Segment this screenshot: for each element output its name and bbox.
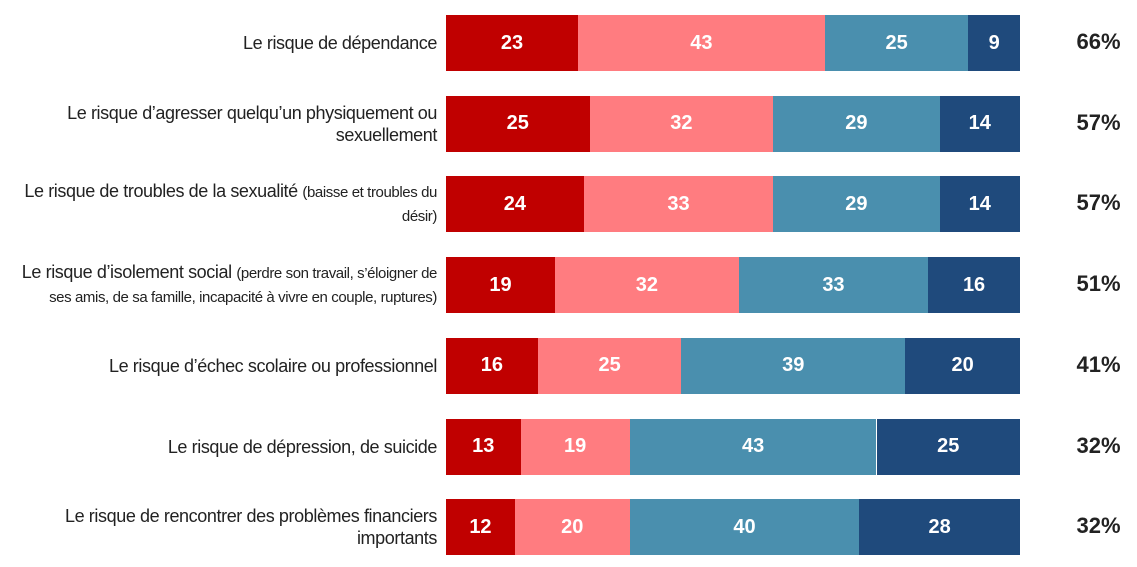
bar-segment: 20 (514, 499, 630, 556)
category-label: Le risque d’échec scolaire ou profession… (0, 326, 437, 406)
category-label: Le risque de troubles de la sexualité (b… (0, 164, 437, 244)
total-label: 66% (1076, 29, 1121, 54)
bar-segment: 9 (968, 15, 1020, 71)
category-main: Le risque de dépendance (243, 33, 437, 53)
bar-segment: 14 (939, 95, 1020, 152)
bar-segment: 25 (876, 418, 1020, 475)
bar-segment: 33 (738, 257, 929, 314)
total-label: 41% (1076, 351, 1121, 377)
category-text: Le risque de rencontrer des problèmes fi… (5, 505, 437, 549)
bar-segment: 29 (773, 95, 940, 152)
bar-segment: 14 (939, 176, 1020, 233)
category-main: Le risque de dépression, de suicide (167, 436, 438, 457)
category-text: Le risque de troubles de la sexualité (b… (5, 180, 437, 228)
category-note: (perdre son travail, s’éloigner de ses a… (49, 265, 437, 307)
category-label: Le risque de dépendance (0, 3, 437, 83)
bar-segment: 24 (446, 176, 584, 233)
category-text: Le risque de dépression, de suicide (167, 436, 438, 458)
bar-segment: 25 (824, 15, 969, 71)
total-label: 57% (1076, 109, 1121, 135)
category-text: Le risque d’agresser quelqu’un physiquem… (5, 102, 437, 146)
bar-segment: 39 (681, 337, 906, 394)
category-label: Le risque d’isolement social (perdre son… (0, 245, 438, 325)
bar-segment: 16 (446, 337, 538, 394)
bar-segment: 23 (446, 15, 579, 71)
category-text: Le risque d’échec scolaire ou profession… (109, 355, 437, 377)
bar-segment: 20 (905, 337, 1020, 394)
bar-segment: 29 (773, 176, 940, 233)
category-label: Le risque de dépression, de suicide (0, 407, 438, 487)
bar-segment: 19 (520, 418, 630, 475)
category-note: (baisse et troubles du désir) (302, 184, 437, 226)
total-label: 32% (1076, 432, 1121, 458)
bar-segment: 43 (578, 15, 825, 71)
category-main: Le risque de rencontrer des problèmes fi… (64, 506, 437, 549)
bar-segment: 13 (446, 418, 521, 475)
bar-segment: 28 (859, 499, 1020, 556)
total-label: 57% (1076, 190, 1121, 216)
bar-segment: 16 (928, 257, 1020, 314)
bar-segment: 19 (446, 257, 556, 314)
bar-segment: 12 (446, 499, 515, 556)
bar-segment: 32 (555, 257, 739, 314)
category-text: Le risque d’isolement social (perdre son… (5, 261, 438, 309)
category-main: Le risque d’isolement social (21, 262, 232, 283)
bar-segment: 25 (446, 95, 590, 152)
category-main: Le risque d’agresser quelqu’un physiquem… (67, 102, 437, 145)
category-main: Le risque de troubles de la sexualité (24, 181, 298, 202)
category-main: Le risque d’échec scolaire ou profession… (108, 355, 437, 376)
bar-segment: 32 (589, 95, 774, 152)
bar-segment: 33 (583, 176, 774, 233)
total-label: 51% (1076, 271, 1121, 297)
bar-segment: 43 (629, 418, 877, 475)
bar-segment: 25 (537, 337, 682, 394)
category-text: Le risque de dépendance (243, 32, 437, 54)
page: Le risque de dépendance 23 43 25 9 66% Le risq… (0, 3, 1121, 556)
bar-segment: 40 (629, 499, 860, 556)
total-label: 32% (1076, 513, 1121, 539)
category-label: Le risque de rencontrer des problèmes fi… (0, 487, 437, 567)
category-label: Le risque d’agresser quelqu’un physiquem… (0, 84, 437, 164)
